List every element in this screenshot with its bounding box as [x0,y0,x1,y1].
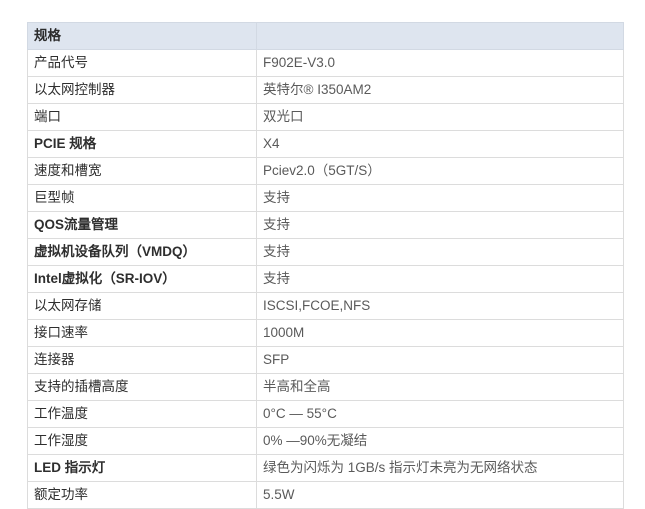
spec-label-cell: 支持的插槽高度 [27,373,257,401]
table-row: Intel虚拟化（SR-IOV） 支持 [27,265,624,293]
table-row: 虚拟机设备队列（VMDQ） 支持 [27,238,624,266]
spec-value-cell: 半高和全高 [256,373,624,401]
page-root: 规格 产品代号 F902E-V3.0 以太网控制器 英特尔® I350AM2 端口 双光口… [27,22,624,509]
spec-value-cell: 支持 [256,184,624,212]
table-row: 以太网存储 ISCSI,FCOE,NFS [27,292,624,320]
spec-label-cell: 以太网存储 [27,292,257,320]
table-row: LED 指示灯 绿色为闪烁为 1GB/s 指示灯未亮为无网络状态 [27,454,624,482]
table-body: 产品代号 F902E-V3.0 以太网控制器 英特尔® I350AM2 端口 双光口 PCI… [27,49,624,509]
spec-value-cell: 支持 [256,265,624,293]
table-row: 速度和槽宽 Pciev2.0（5GT/S） [27,157,624,185]
spec-value-cell: F902E-V3.0 [256,49,624,77]
spec-value-cell: 英特尔® I350AM2 [256,76,624,104]
specification-table: 规格 产品代号 F902E-V3.0 以太网控制器 英特尔® I350AM2 端口 双光口… [27,22,624,509]
spec-value-cell: X4 [256,130,624,158]
spec-value-cell: 0% —90%无凝结 [256,427,624,455]
spec-value-cell: 1000M [256,319,624,347]
spec-value-cell: ISCSI,FCOE,NFS [256,292,624,320]
table-row: 工作温度 0°C — 55°C [27,400,624,428]
spec-value-cell: 5.5W [256,481,624,509]
table-row: 以太网控制器 英特尔® I350AM2 [27,76,624,104]
table-row: 接口速率 1000M [27,319,624,347]
column-header-label: 规格 [27,22,257,50]
spec-label-cell: 以太网控制器 [27,76,257,104]
table-header: 规格 [27,22,624,50]
spec-label-cell: 端口 [27,103,257,131]
spec-label-cell: 虚拟机设备队列（VMDQ） [27,238,257,266]
spec-label-cell: 工作湿度 [27,427,257,455]
spec-label-cell: 额定功率 [27,481,257,509]
table-row: PCIE 规格 X4 [27,130,624,158]
table-row: 额定功率 5.5W [27,481,624,509]
spec-value-cell: 绿色为闪烁为 1GB/s 指示灯未亮为无网络状态 [256,454,624,482]
column-header-value [256,22,624,50]
table-row: 端口 双光口 [27,103,624,131]
spec-label-cell: 巨型帧 [27,184,257,212]
spec-value-cell: 支持 [256,211,624,239]
spec-value-cell: Pciev2.0（5GT/S） [256,157,624,185]
spec-label-cell: PCIE 规格 [27,130,257,158]
spec-label-cell: LED 指示灯 [27,454,257,482]
spec-value-cell: 0°C — 55°C [256,400,624,428]
spec-label-cell: 连接器 [27,346,257,374]
spec-label-cell: 接口速率 [27,319,257,347]
table-row: 支持的插槽高度 半高和全高 [27,373,624,401]
table-row: 工作湿度 0% —90%无凝结 [27,427,624,455]
spec-value-cell: 双光口 [256,103,624,131]
spec-label-cell: Intel虚拟化（SR-IOV） [27,265,257,293]
table-row: 连接器 SFP [27,346,624,374]
spec-label-cell: QOS流量管理 [27,211,257,239]
spec-value-cell: SFP [256,346,624,374]
table-row: 产品代号 F902E-V3.0 [27,49,624,77]
table-row: QOS流量管理 支持 [27,211,624,239]
spec-label-cell: 产品代号 [27,49,257,77]
spec-value-cell: 支持 [256,238,624,266]
spec-label-cell: 工作温度 [27,400,257,428]
table-header-row: 规格 [27,22,624,50]
spec-label-cell: 速度和槽宽 [27,157,257,185]
table-row: 巨型帧 支持 [27,184,624,212]
